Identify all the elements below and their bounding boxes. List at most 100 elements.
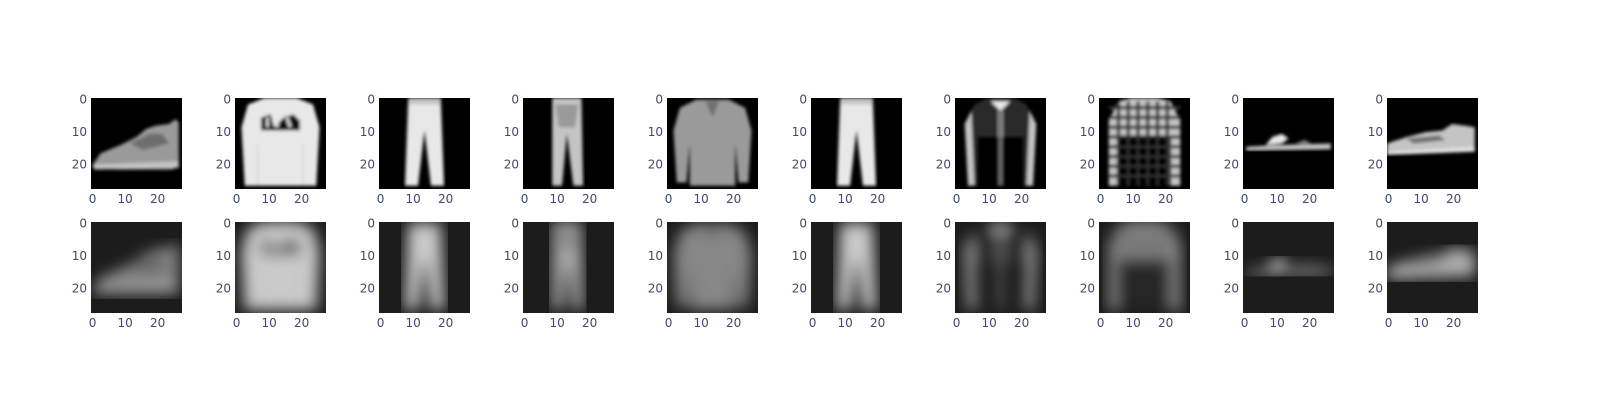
y-tick-label: 0 [1087,217,1095,231]
panel-top-10: 0 10 20 0 10 20 [1368,93,1478,206]
x-tick-label: 0 [953,192,961,206]
sandal-image [1246,257,1331,275]
x-tick-label: 0 [377,316,385,330]
y-tick-label: 20 [648,158,663,172]
y-tick-label: 0 [1231,217,1239,231]
y-tick-label: 10 [792,249,807,263]
panel-top-9: 0 10 20 0 10 20 [1224,93,1334,206]
sweater-image [241,222,320,310]
y-tick-label: 0 [1375,93,1383,107]
panel-bottom-10: 0 10 20 0 10 20 [1368,217,1478,330]
x-tick-label: 0 [233,192,241,206]
x-tick-label: 20 [1446,192,1461,206]
x-tick-label: 20 [1158,316,1173,330]
x-tick-label: 20 [150,316,165,330]
x-tick-label: 10 [837,192,852,206]
x-tick-label: 20 [150,192,165,206]
x-tick-label: 0 [521,192,529,206]
y-tick-label: 10 [72,125,87,139]
coat-image [964,222,1037,310]
y-tick-label: 0 [655,217,663,231]
panels-layer: 0 10 20 0 10 20 0 10 20 0 10 20 0 10 20 0 10 20 0 10 20 0 10 20… [72,93,1478,330]
sweater-image [241,98,320,186]
panel-top-8: 0 10 20 0 10 20 [1080,93,1190,206]
y-tick-label: 0 [943,217,951,231]
y-tick-label: 0 [367,217,375,231]
y-tick-label: 20 [72,158,87,172]
x-tick-label: 0 [1385,192,1393,206]
x-tick-label: 0 [1097,192,1105,206]
panel-top-6: 0 10 20 0 10 20 [792,93,902,206]
sneaker-image [92,243,179,294]
x-tick-label: 10 [1125,316,1140,330]
x-tick-label: 20 [726,192,741,206]
x-tick-label: 10 [261,316,276,330]
x-tick-label: 20 [582,192,597,206]
y-tick-label: 0 [511,217,519,231]
x-tick-label: 10 [549,316,564,330]
panel-top-3: 0 10 20 0 10 20 [360,93,470,206]
x-tick-label: 10 [549,192,564,206]
panel-top-4: 0 10 20 0 10 20 [504,93,614,206]
x-tick-label: 10 [261,192,276,206]
x-tick-label: 20 [1446,316,1461,330]
x-tick-label: 20 [582,316,597,330]
x-tick-label: 10 [117,192,132,206]
trouser-thin-image [552,222,584,310]
panel-top-1: 0 10 20 0 10 20 [72,93,182,206]
y-tick-label: 20 [504,282,519,296]
trouser-image [405,98,444,186]
x-tick-label: 20 [726,316,741,330]
sneaker-low-image [1387,248,1475,279]
x-tick-label: 10 [405,192,420,206]
trouser-thin-image [552,98,584,186]
x-tick-label: 0 [809,316,817,330]
y-tick-label: 20 [1080,282,1095,296]
x-tick-label: 0 [1385,316,1393,330]
sneaker-low-image [1387,124,1475,155]
y-tick-label: 10 [1080,125,1095,139]
y-tick-label: 10 [936,125,951,139]
shirt-image [1108,98,1181,186]
y-tick-label: 10 [936,249,951,263]
y-tick-label: 10 [504,249,519,263]
pullover-image [673,99,752,186]
y-tick-label: 20 [648,282,663,296]
y-tick-label: 20 [504,158,519,172]
x-tick-label: 0 [953,316,961,330]
image-background [1243,222,1334,313]
y-tick-label: 10 [360,249,375,263]
panel-top-5: 0 10 20 0 10 20 [648,93,758,206]
panel-top-7: 0 10 20 0 10 20 [936,93,1046,206]
y-tick-label: 0 [79,217,87,231]
y-tick-label: 20 [360,158,375,172]
x-tick-label: 10 [1413,192,1428,206]
panel-bottom-4: 0 10 20 0 10 20 [504,217,614,330]
trouser-image [405,222,444,310]
y-tick-label: 10 [360,125,375,139]
y-tick-label: 20 [360,282,375,296]
x-tick-label: 20 [1158,192,1173,206]
y-tick-label: 10 [72,249,87,263]
image-background [1243,98,1334,189]
x-tick-label: 0 [665,192,673,206]
x-tick-label: 20 [1302,192,1317,206]
y-tick-label: 20 [792,282,807,296]
y-tick-label: 10 [504,125,519,139]
x-tick-label: 10 [117,316,132,330]
y-tick-label: 0 [79,93,87,107]
x-tick-label: 10 [693,316,708,330]
y-tick-label: 20 [72,282,87,296]
y-tick-label: 10 [1224,125,1239,139]
x-tick-label: 20 [294,316,309,330]
y-tick-label: 0 [223,93,231,107]
x-tick-label: 20 [1014,192,1029,206]
x-tick-label: 0 [377,192,385,206]
x-tick-label: 20 [1014,316,1029,330]
x-tick-label: 10 [837,316,852,330]
x-tick-label: 0 [89,192,97,206]
x-tick-label: 10 [981,192,996,206]
x-tick-label: 0 [1097,316,1105,330]
y-tick-label: 20 [1080,158,1095,172]
